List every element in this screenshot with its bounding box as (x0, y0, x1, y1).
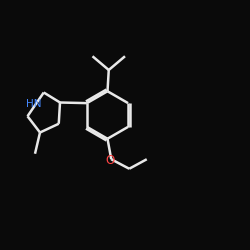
Text: HN: HN (26, 99, 42, 109)
Text: O: O (106, 154, 114, 167)
